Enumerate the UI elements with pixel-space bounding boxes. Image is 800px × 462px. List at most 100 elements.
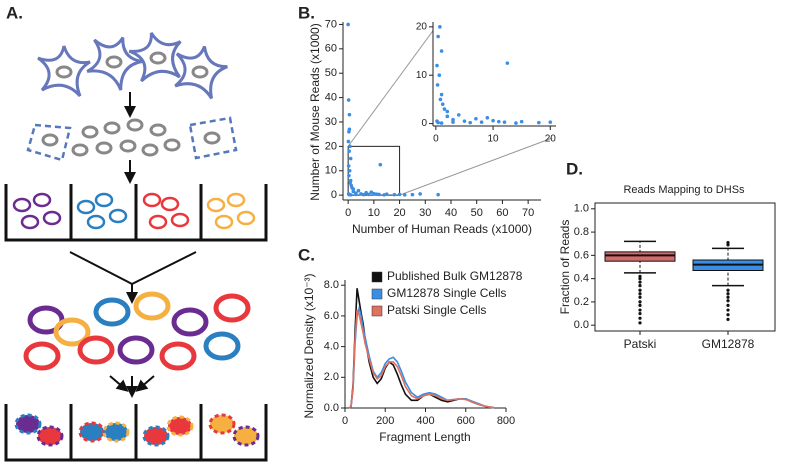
point: [445, 114, 450, 119]
point: [347, 112, 352, 117]
point: [435, 83, 440, 87]
legend-swatch: [371, 288, 383, 300]
point: [456, 113, 461, 117]
point: [560, 121, 564, 125]
outlier: [726, 303, 730, 307]
y-tick-label: 0.0: [324, 402, 339, 414]
y-tick-label: 10: [416, 70, 428, 81]
point: [537, 120, 541, 125]
y-axis-title: Normalized Density (x10⁻³): [302, 273, 316, 418]
point: [374, 192, 379, 196]
x-tick-label: 200: [376, 415, 394, 427]
point: [378, 162, 383, 167]
y-tick-label: 30: [325, 116, 337, 128]
cell: [168, 40, 232, 102]
outlier: [638, 288, 642, 292]
point: [436, 120, 440, 125]
x-tick-label: 0: [342, 415, 348, 427]
y-axis-title: Number of Mouse Reads (x1000): [308, 23, 322, 200]
point: [439, 49, 444, 53]
point: [382, 193, 386, 197]
point: [356, 188, 361, 193]
x-tick-label: GM12878: [702, 337, 755, 351]
y-tick-label: 2.0: [324, 371, 339, 383]
point: [519, 119, 524, 124]
point: [392, 192, 397, 197]
x-tick-label: 20: [545, 134, 557, 145]
point: [348, 178, 353, 183]
point: [418, 192, 422, 196]
outlier: [726, 295, 730, 299]
zoom-box: [347, 145, 401, 196]
point: [594, 119, 598, 123]
x-tick-label: 30: [419, 207, 431, 219]
point: [402, 193, 407, 197]
broken-cell: [26, 123, 72, 162]
outlier: [726, 243, 730, 247]
line: [348, 305, 495, 409]
outlier: [726, 240, 730, 245]
y-tick-label: 0.8: [574, 226, 589, 238]
point: [348, 144, 352, 149]
point: [514, 121, 518, 125]
x-axis-title: Fragment Length: [379, 430, 470, 444]
y-tick-label: 10: [325, 165, 337, 177]
x-tick-label: Patski: [624, 337, 657, 351]
point: [439, 121, 444, 125]
x-tick-label: 800: [497, 415, 515, 427]
point: [346, 22, 350, 27]
x-tick-label: 50: [471, 207, 483, 219]
outlier: [726, 308, 730, 312]
y-tick-label: 4.0: [324, 341, 339, 353]
outlier: [638, 274, 642, 278]
point: [348, 193, 353, 197]
point: [468, 120, 472, 125]
legend-label: Published Bulk GM12878: [387, 269, 523, 283]
wells: [4, 404, 268, 462]
point: [437, 73, 442, 78]
point: [440, 102, 445, 107]
outlier: [638, 308, 642, 312]
line: [348, 309, 495, 409]
y-tick-label: 8.0: [324, 279, 339, 291]
x-tick-label: 0: [345, 207, 351, 219]
outlier: [726, 317, 730, 321]
plot-frame: [594, 202, 776, 332]
legend-swatch: [371, 271, 383, 283]
cell: [79, 27, 149, 95]
x-tick-label: 0: [433, 134, 439, 145]
point: [438, 25, 442, 29]
y-tick-label: 1.0: [574, 203, 589, 215]
chart-title: Reads Mapping to DHSs: [623, 184, 745, 196]
merge: [69, 251, 197, 286]
point: [349, 183, 354, 188]
y-tick-label: 20: [416, 21, 428, 32]
nucleus: [191, 65, 209, 79]
outlier: [726, 313, 730, 317]
y-tick-label: 60: [325, 43, 337, 55]
box: [604, 251, 676, 262]
x-tick-label: 600: [457, 415, 475, 427]
point: [505, 61, 510, 65]
y-axis-title: Fraction of Reads: [558, 220, 572, 315]
point: [451, 120, 455, 124]
point: [354, 192, 358, 197]
point: [397, 192, 402, 197]
outlier: [638, 277, 642, 281]
point: [369, 190, 374, 194]
point: [346, 98, 351, 102]
point: [435, 63, 439, 68]
point: [436, 34, 440, 39]
panel-label: A.: [6, 3, 23, 22]
point: [347, 149, 351, 154]
point: [439, 92, 444, 97]
outlier: [638, 316, 642, 320]
nucleus: [105, 55, 123, 69]
cell: [36, 44, 92, 98]
x-axis-title: Number of Human Reads (x1000): [352, 222, 532, 236]
point: [347, 127, 352, 132]
x-tick-label: 60: [496, 207, 508, 219]
x-tick-label: 400: [416, 415, 434, 427]
x-tick-label: 10: [488, 134, 500, 145]
